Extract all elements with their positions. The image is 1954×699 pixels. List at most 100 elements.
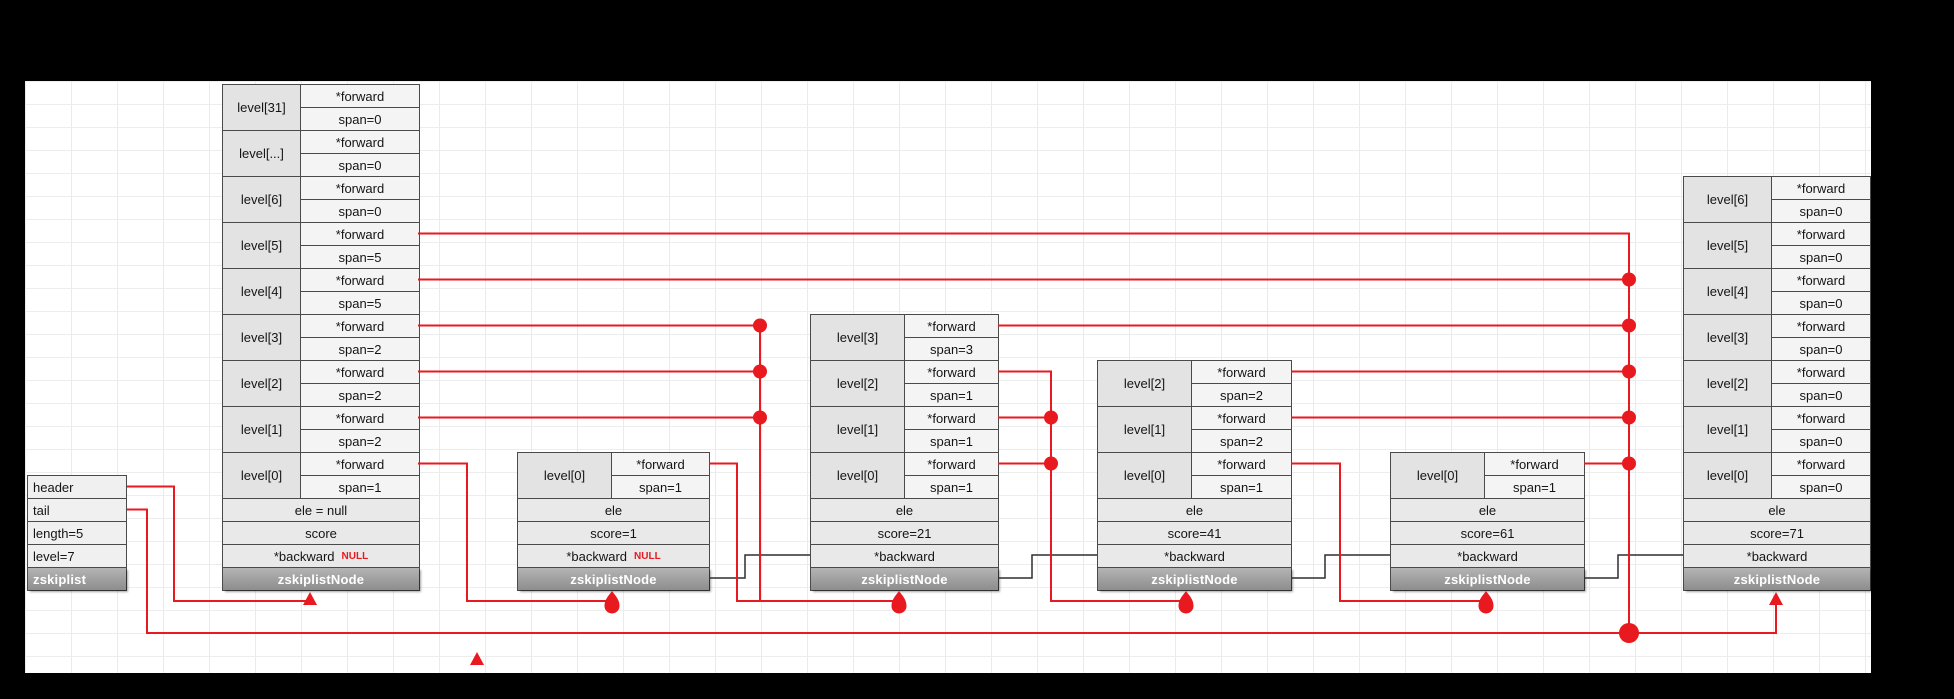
forward-pointer-cell: *forward (301, 315, 419, 337)
span-cell: span=2 (301, 384, 419, 406)
forward-pointer-cell: *forward (1192, 361, 1291, 383)
level-label: level[0] (1684, 453, 1771, 498)
span-cell: span=0 (1772, 200, 1870, 222)
score-row: score=61 (1391, 522, 1584, 544)
backward-label: *backward (1746, 548, 1808, 564)
backward-row: *backward (1098, 545, 1291, 567)
zskiplist-field: length=5 (28, 522, 126, 544)
span-cell: span=1 (905, 430, 998, 452)
zskiplist-field: header (28, 476, 126, 498)
node-score-21: level[3] *forward span=3 level[2] *forward sp… (810, 314, 999, 591)
node-title-bar: zskiplistNode (223, 568, 419, 590)
level-label: level[3] (223, 315, 300, 360)
header-node: level[31] *forward span=0 level[...] *forwar… (222, 84, 420, 591)
level-label: level[3] (1684, 315, 1771, 360)
forward-pointer-cell: *forward (301, 361, 419, 383)
level-label: level[0] (1098, 453, 1191, 498)
level-label: level[1] (811, 407, 904, 452)
forward-pointer-cell: *forward (612, 453, 709, 475)
backward-row: *backward (811, 545, 998, 567)
span-cell: span=2 (301, 338, 419, 360)
span-cell: span=1 (612, 476, 709, 498)
level-label: level[2] (1684, 361, 1771, 406)
forward-pointer-cell: *forward (1772, 315, 1870, 337)
null-label: NULL (341, 550, 369, 562)
score-row: score=21 (811, 522, 998, 544)
level-label: level[6] (1684, 177, 1771, 222)
score-row: score=71 (1684, 522, 1870, 544)
node-title-bar: zskiplistNode (811, 568, 998, 590)
zskiplist-struct: header tail length=5 level=7 zskiplist (27, 475, 127, 591)
level-label: level[2] (811, 361, 904, 406)
level-label: level[2] (223, 361, 300, 406)
forward-pointer-cell: *forward (301, 223, 419, 245)
level-label: level[1] (1684, 407, 1771, 452)
level-label: level[0] (223, 453, 300, 498)
span-cell: span=2 (1192, 430, 1291, 452)
ele-row: ele (518, 499, 709, 521)
backward-label: *backward (1164, 548, 1225, 564)
forward-pointer-cell: *forward (1772, 361, 1870, 383)
forward-pointer-cell: *forward (301, 177, 419, 199)
score-row: score (223, 522, 419, 544)
ele-row: ele (811, 499, 998, 521)
span-cell: span=3 (905, 338, 998, 360)
level-label: level[6] (223, 177, 300, 222)
span-cell: span=1 (1192, 476, 1291, 498)
level-label: level[0] (518, 453, 611, 498)
node-score-61: level[0] *forward span=1 ele score=61 *backwa… (1390, 452, 1585, 591)
forward-pointer-cell: *forward (1192, 453, 1291, 475)
node-title-bar: zskiplistNode (1098, 568, 1291, 590)
zskiplist-field: level=7 (28, 545, 126, 567)
node-score-1: level[0] *forward span=1 ele score=1 *backwar… (517, 452, 710, 591)
ele-row: ele (1684, 499, 1870, 521)
forward-pointer-cell: *forward (905, 361, 998, 383)
span-cell: span=0 (1772, 430, 1870, 452)
span-cell: span=0 (301, 108, 419, 130)
span-cell: span=0 (1772, 476, 1870, 498)
ele-row: ele (1391, 499, 1584, 521)
forward-pointer-cell: *forward (905, 315, 998, 337)
span-cell: span=1 (905, 476, 998, 498)
node-title-bar: zskiplistNode (1391, 568, 1584, 590)
level-label: level[4] (223, 269, 300, 314)
score-row: score=1 (518, 522, 709, 544)
span-cell: span=5 (301, 292, 419, 314)
span-cell: span=1 (301, 476, 419, 498)
node-title-bar: zskiplistNode (1684, 568, 1870, 590)
span-cell: span=2 (1192, 384, 1291, 406)
zskiplist-field: tail (28, 499, 126, 521)
node-title-bar: zskiplistNode (518, 568, 709, 590)
backward-row: *backward NULL (223, 545, 419, 567)
span-cell: span=0 (1772, 384, 1870, 406)
backward-row: *backward (1684, 545, 1870, 567)
forward-pointer-cell: *forward (301, 131, 419, 153)
node-score-41: level[2] *forward span=2 level[1] *forward sp… (1097, 360, 1292, 591)
backward-label: *backward (1457, 548, 1518, 564)
span-cell: span=0 (301, 200, 419, 222)
backward-row: *backward NULL (518, 545, 709, 567)
forward-pointer-cell: *forward (1485, 453, 1584, 475)
level-label: level[5] (223, 223, 300, 268)
forward-pointer-cell: *forward (301, 407, 419, 429)
backward-label: *backward (874, 548, 935, 564)
null-label: NULL (634, 550, 661, 562)
level-label: level[...] (223, 131, 300, 176)
level-label: level[0] (811, 453, 904, 498)
level-label: level[1] (1098, 407, 1191, 452)
zskiplist-title-bar: zskiplist (28, 568, 126, 590)
level-label: level[5] (1684, 223, 1771, 268)
span-cell: span=0 (1772, 292, 1870, 314)
forward-pointer-cell: *forward (1192, 407, 1291, 429)
span-cell: span=0 (1772, 246, 1870, 268)
level-label: level[31] (223, 85, 300, 130)
forward-pointer-cell: *forward (1772, 269, 1870, 291)
backward-row: *backward (1391, 545, 1584, 567)
level-label: level[3] (811, 315, 904, 360)
score-row: score=41 (1098, 522, 1291, 544)
span-cell: span=2 (301, 430, 419, 452)
level-label: level[0] (1391, 453, 1484, 498)
backward-label: *backward (273, 548, 335, 564)
forward-pointer-cell: *forward (1772, 453, 1870, 475)
forward-pointer-cell: *forward (1772, 407, 1870, 429)
